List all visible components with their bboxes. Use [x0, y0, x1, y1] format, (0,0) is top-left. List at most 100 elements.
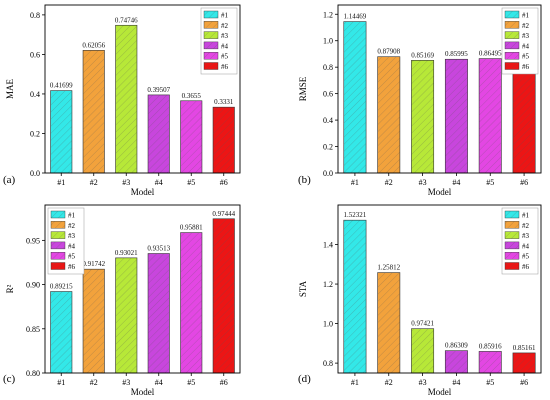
plot-frame [44, 204, 241, 374]
y-tick-label: 0.85 [26, 325, 40, 334]
x-tick-label: #5 [486, 178, 494, 187]
y-tick-label: 0.4 [30, 90, 40, 99]
legend-swatch-hatch [505, 31, 519, 39]
x-tick-label: #2 [90, 378, 98, 387]
bar-2 [377, 272, 401, 374]
legend-swatch-hatch [505, 41, 519, 49]
x-axis-label: Model [428, 187, 452, 197]
panel-label: (b) [298, 174, 311, 186]
x-tick-label: #5 [187, 178, 195, 187]
bar-1 [343, 21, 367, 174]
bar-6 [212, 106, 235, 174]
bar-4 [444, 350, 468, 374]
plot-frame [337, 204, 542, 374]
panel-label: (a) [3, 174, 16, 186]
bar-4 [147, 94, 170, 174]
x-tick-label: #1 [351, 178, 359, 187]
x-tick-label: #4 [452, 178, 460, 187]
value-label: 0.97444 [212, 210, 235, 218]
y-axis-label: MAE [5, 78, 15, 99]
y-tick-label: 1.2 [323, 10, 333, 19]
bar-3 [411, 60, 435, 174]
value-label: 1.14469 [344, 13, 367, 21]
x-tick-label: #4 [155, 378, 163, 387]
x-tick-label: #2 [90, 178, 98, 187]
legend-label: #6 [68, 263, 76, 271]
legend-label: #4 [522, 42, 530, 50]
value-label: 0.89215 [50, 283, 73, 291]
legend-label: #5 [221, 53, 229, 61]
legend-swatch-hatch [51, 252, 65, 260]
legend-swatch-hatch [204, 31, 218, 39]
legend-swatch-hatch [505, 11, 519, 18]
bar-5 [180, 232, 203, 374]
value-label: 0.62056 [82, 41, 105, 49]
chart-panel-2: 1.14469 #1 0.87908 #2 0.85169 #3 0.85995 #4 0.86… [298, 4, 542, 197]
legend-label: #5 [522, 53, 530, 61]
y-tick-label: 0.6 [323, 90, 333, 99]
y-tick-label: 0.4 [323, 116, 333, 125]
legend-label: #1 [522, 12, 530, 20]
legend-label: #3 [522, 232, 530, 240]
value-label: 0.91742 [82, 260, 105, 268]
legend-swatch-hatch [51, 262, 65, 270]
legend-label: #2 [68, 222, 76, 230]
plot-frame [337, 4, 542, 174]
y-axis-label: RMSE [298, 76, 308, 101]
chart-panel-1: 0.41699 #1 0.62056 #2 0.74746 #3 0.39507 #4 0.36… [3, 4, 241, 197]
bar-6 [512, 70, 536, 174]
value-label: 0.39507 [147, 86, 170, 94]
value-label: 0.41699 [50, 82, 73, 90]
value-label: 0.93021 [115, 249, 138, 257]
x-tick-label: #6 [220, 378, 228, 387]
bar-2 [82, 268, 105, 374]
legend-swatch-hatch [505, 21, 519, 29]
value-label: 0.85995 [445, 50, 468, 58]
value-label: 0.93513 [147, 245, 170, 253]
y-tick-label: 0.8 [323, 63, 333, 72]
bar-1 [343, 219, 367, 374]
value-label: 1.52321 [344, 211, 367, 219]
legend-label: #4 [522, 242, 530, 250]
plot-frame [44, 4, 241, 174]
x-tick-label: #1 [351, 378, 359, 387]
x-tick-label: #5 [486, 378, 494, 387]
legend-swatch-hatch [51, 231, 65, 239]
value-label: 0.3655 [182, 92, 202, 100]
x-tick-label: #4 [452, 378, 460, 387]
y-axis-label: STA [298, 280, 308, 297]
x-axis-label: Model [428, 387, 452, 397]
legend-label: #1 [68, 212, 76, 220]
y-tick-label: 0.6 [30, 50, 40, 59]
bar-6 [212, 218, 235, 374]
x-tick-label: #1 [57, 178, 65, 187]
x-tick-label: #4 [155, 178, 163, 187]
legend: #1 #2 #3 #4 #5 #6 [47, 207, 85, 275]
legend-label: #6 [522, 263, 530, 271]
bar-4 [147, 253, 170, 374]
legend-label: #1 [522, 212, 530, 220]
legend-swatch-hatch [505, 262, 519, 270]
value-label: 0.95881 [180, 224, 203, 232]
y-tick-label: 1.0 [323, 37, 333, 46]
bar-3 [115, 257, 138, 374]
legend-swatch-hatch [51, 211, 65, 218]
legend-label: #6 [522, 63, 530, 71]
x-tick-label: #3 [419, 178, 427, 187]
legend-swatch-hatch [505, 211, 519, 218]
legend-label: #5 [522, 253, 530, 261]
y-tick-label: 1.4 [323, 241, 333, 250]
legend-swatch-hatch [51, 221, 65, 229]
legend-label: #2 [221, 22, 229, 30]
legend-label: #4 [68, 242, 76, 250]
bar-3 [115, 24, 138, 174]
legend-swatch-hatch [505, 52, 519, 60]
y-tick-label: 0.80 [26, 369, 40, 378]
bar-4 [444, 58, 468, 174]
legend: #1 #2 #3 #4 #5 #6 [501, 7, 539, 75]
legend-swatch-hatch [505, 231, 519, 239]
legend-swatch-hatch [505, 241, 519, 249]
legend-swatch-hatch [204, 21, 218, 29]
x-tick-label: #6 [520, 378, 528, 387]
legend-swatch-hatch [204, 52, 218, 60]
